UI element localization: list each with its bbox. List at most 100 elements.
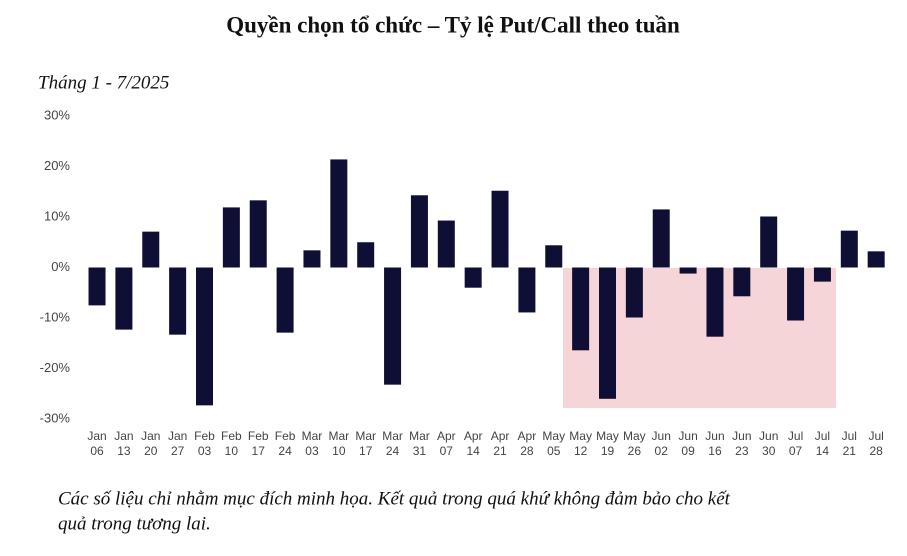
x-tick-label: Apr — [518, 429, 537, 443]
x-tick-label: 07 — [440, 444, 454, 458]
x-tick-label: Jun — [732, 429, 751, 443]
bar — [249, 200, 267, 268]
y-tick-label: 0% — [51, 259, 70, 274]
x-tick-label: 17 — [252, 444, 266, 458]
x-tick-label: 20 — [144, 444, 158, 458]
chart-title: Quyền chọn tổ chức – Tỷ lệ Put/Call theo… — [226, 12, 680, 37]
x-tick-label: Jul — [868, 429, 883, 443]
x-tick-label: 16 — [708, 444, 722, 458]
x-tick-label: 27 — [171, 444, 185, 458]
x-tick-label: 13 — [117, 444, 131, 458]
bar — [330, 159, 348, 268]
y-tick-label: -10% — [40, 309, 71, 324]
x-tick-label: Apr — [491, 429, 510, 443]
bar — [222, 207, 240, 268]
x-tick-label: 24 — [386, 444, 400, 458]
x-tick-label: 02 — [655, 444, 669, 458]
bar — [437, 220, 455, 268]
x-tick-label: Jun — [652, 429, 671, 443]
bar — [760, 216, 778, 268]
x-tick-label: 24 — [278, 444, 292, 458]
x-tick-label: Jan — [87, 429, 106, 443]
x-tick-label: 26 — [628, 444, 642, 458]
x-tick-label: 23 — [735, 444, 749, 458]
x-tick-label: Mar — [382, 429, 403, 443]
bar — [464, 267, 482, 288]
x-tick-label: 19 — [601, 444, 615, 458]
x-tick-label: 21 — [843, 444, 857, 458]
x-tick-label: Mar — [302, 429, 323, 443]
chart-subtitle: Tháng 1 - 7/2025 — [38, 72, 169, 93]
x-tick-label: Mar — [355, 429, 376, 443]
bar — [706, 267, 724, 337]
x-tick-label: 31 — [413, 444, 427, 458]
bar — [813, 267, 831, 282]
x-tick-label: May — [542, 429, 565, 443]
x-tick-label: Jul — [788, 429, 803, 443]
x-tick-label: May — [623, 429, 646, 443]
x-tick-label: Jul — [842, 429, 857, 443]
bar — [303, 250, 321, 268]
x-tick-label: Mar — [409, 429, 430, 443]
x-tick-label: Mar — [328, 429, 349, 443]
bar — [652, 209, 670, 268]
x-tick-label: 03 — [198, 444, 212, 458]
x-tick-label: Feb — [248, 429, 269, 443]
x-tick-label: 07 — [789, 444, 803, 458]
bar — [491, 190, 509, 268]
x-tick-label: Jan — [141, 429, 160, 443]
y-tick-label: 30% — [44, 107, 70, 122]
x-tick-label: Jan — [114, 429, 133, 443]
x-tick-label: Jun — [678, 429, 697, 443]
bar — [276, 267, 294, 333]
x-tick-label: Feb — [275, 429, 296, 443]
x-tick-label: 21 — [493, 444, 507, 458]
x-tick-label: 14 — [466, 444, 480, 458]
bar — [545, 245, 563, 268]
x-tick-label: Jun — [759, 429, 778, 443]
bar — [357, 242, 375, 268]
x-tick-label: Apr — [437, 429, 456, 443]
x-tick-label: 14 — [816, 444, 830, 458]
x-tick-label: 09 — [681, 444, 695, 458]
x-tick-label: Apr — [464, 429, 483, 443]
bar — [142, 231, 160, 268]
bar — [196, 267, 213, 406]
x-tick-label: 28 — [520, 444, 534, 458]
x-tick-label: 30 — [762, 444, 776, 458]
y-tick-label: 20% — [44, 158, 70, 173]
bar — [867, 251, 885, 268]
x-tick-label: Feb — [221, 429, 242, 443]
x-tick-label: Jul — [815, 429, 830, 443]
x-tick-label: May — [596, 429, 619, 443]
bar — [88, 267, 106, 306]
bar — [599, 267, 616, 399]
footnote: quả trong tương lai. — [58, 513, 211, 534]
bar — [169, 267, 187, 335]
bar — [518, 267, 536, 313]
x-tick-label: 10 — [332, 444, 346, 458]
y-tick-label: 10% — [44, 208, 70, 223]
x-tick-label: Feb — [194, 429, 215, 443]
x-tick-label: May — [569, 429, 592, 443]
bar — [115, 267, 133, 330]
x-tick-label: Jan — [168, 429, 187, 443]
x-tick-label: 12 — [574, 444, 588, 458]
y-tick-label: -30% — [40, 410, 71, 425]
x-tick-label: 28 — [869, 444, 883, 458]
bar — [572, 267, 590, 351]
bar — [787, 267, 805, 321]
x-tick-label: 06 — [90, 444, 104, 458]
bar — [840, 230, 858, 268]
x-tick-label: 05 — [547, 444, 561, 458]
bar — [625, 267, 643, 318]
bar — [733, 267, 751, 297]
x-tick-label: 03 — [305, 444, 319, 458]
x-tick-label: Jun — [705, 429, 724, 443]
bar — [410, 195, 428, 268]
x-tick-label: 17 — [359, 444, 373, 458]
bar — [679, 267, 697, 274]
bar — [384, 267, 402, 385]
y-tick-label: -20% — [40, 360, 71, 375]
